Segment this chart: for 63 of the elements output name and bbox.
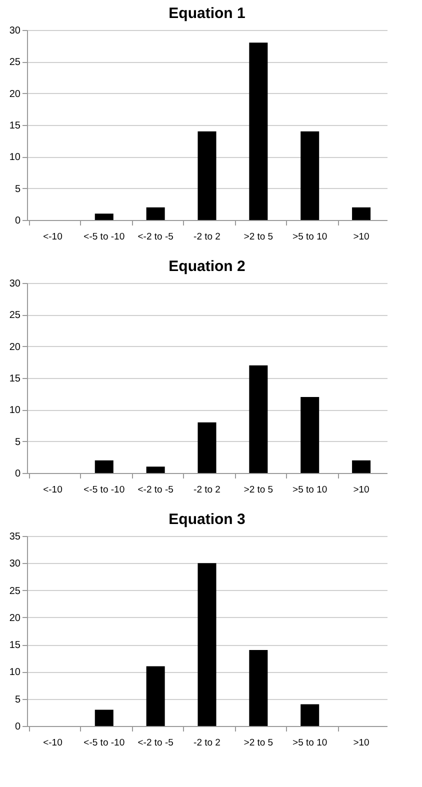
bar xyxy=(198,422,216,473)
y-tick-label: 15 xyxy=(9,374,21,384)
y-tick-label: 30 xyxy=(9,278,21,290)
bar xyxy=(198,131,216,220)
y-tick-label: 5 xyxy=(14,694,21,706)
x-tick-label: >5 to 10 xyxy=(292,232,328,242)
bar xyxy=(249,650,268,726)
y-tick-label: 0 xyxy=(14,216,21,226)
x-tick-label: >5 to 10 xyxy=(292,738,328,748)
x-tick-label: -2 to 2 xyxy=(194,738,220,748)
bar xyxy=(249,365,268,473)
bar xyxy=(300,131,320,220)
y-tick-label: 30 xyxy=(9,558,21,570)
y-tick-label: 25 xyxy=(9,310,21,322)
y-tick-label: 30 xyxy=(9,26,21,36)
x-tick-label: <-5 to -10 xyxy=(84,738,125,748)
x-tick-label: >2 to 5 xyxy=(244,232,274,242)
x-tick-label: >10 xyxy=(353,738,370,748)
bar xyxy=(300,397,320,473)
y-tick-label: 10 xyxy=(9,152,21,164)
bar xyxy=(352,207,371,220)
y-tick-label: 0 xyxy=(14,468,21,480)
x-tick-label: <-5 to -10 xyxy=(84,232,125,242)
bar xyxy=(249,42,268,220)
y-tick-label: 25 xyxy=(9,586,21,597)
bar xyxy=(146,666,165,726)
x-tick-label: <-10 xyxy=(43,738,62,748)
y-tick-label: 15 xyxy=(9,120,21,132)
x-tick-label: <-2 to -5 xyxy=(138,232,174,242)
y-tick-label: 20 xyxy=(9,88,21,100)
x-tick-label: -2 to 2 xyxy=(194,484,220,496)
x-tick-label: >10 xyxy=(353,232,370,242)
bar xyxy=(300,704,320,726)
x-tick-label: <-2 to -5 xyxy=(138,484,174,496)
chart-title: Equation 1 xyxy=(168,5,246,22)
x-tick-label: >2 to 5 xyxy=(244,484,274,496)
y-tick-label: 5 xyxy=(14,436,21,448)
bar xyxy=(146,207,165,220)
bar xyxy=(94,710,114,726)
x-tick-label: >10 xyxy=(353,484,370,496)
bar xyxy=(352,460,371,473)
x-tick-label: <-10 xyxy=(43,484,62,496)
x-tick-label: >2 to 5 xyxy=(244,738,274,748)
x-tick-label: >5 to 10 xyxy=(292,484,328,496)
bar xyxy=(146,466,165,473)
y-tick-label: 0 xyxy=(14,722,21,732)
x-tick-label: -2 to 2 xyxy=(194,232,220,242)
chart-title: Equation 2 xyxy=(168,258,246,275)
x-tick-label: <-2 to -5 xyxy=(138,738,174,748)
y-tick-label: 10 xyxy=(9,667,21,678)
chart-title: Equation 3 xyxy=(168,511,246,528)
bar xyxy=(94,460,114,473)
y-tick-label: 20 xyxy=(9,342,21,353)
y-tick-label: 35 xyxy=(9,532,21,542)
y-tick-label: 20 xyxy=(9,612,21,624)
y-tick-label: 5 xyxy=(14,184,21,195)
bar xyxy=(94,214,114,220)
y-tick-label: 25 xyxy=(9,57,21,68)
x-tick-label: <-10 xyxy=(43,232,62,242)
y-tick-label: 15 xyxy=(9,640,21,652)
x-tick-label: <-5 to -10 xyxy=(84,484,125,496)
y-tick-label: 10 xyxy=(9,405,21,416)
bar xyxy=(198,563,216,726)
